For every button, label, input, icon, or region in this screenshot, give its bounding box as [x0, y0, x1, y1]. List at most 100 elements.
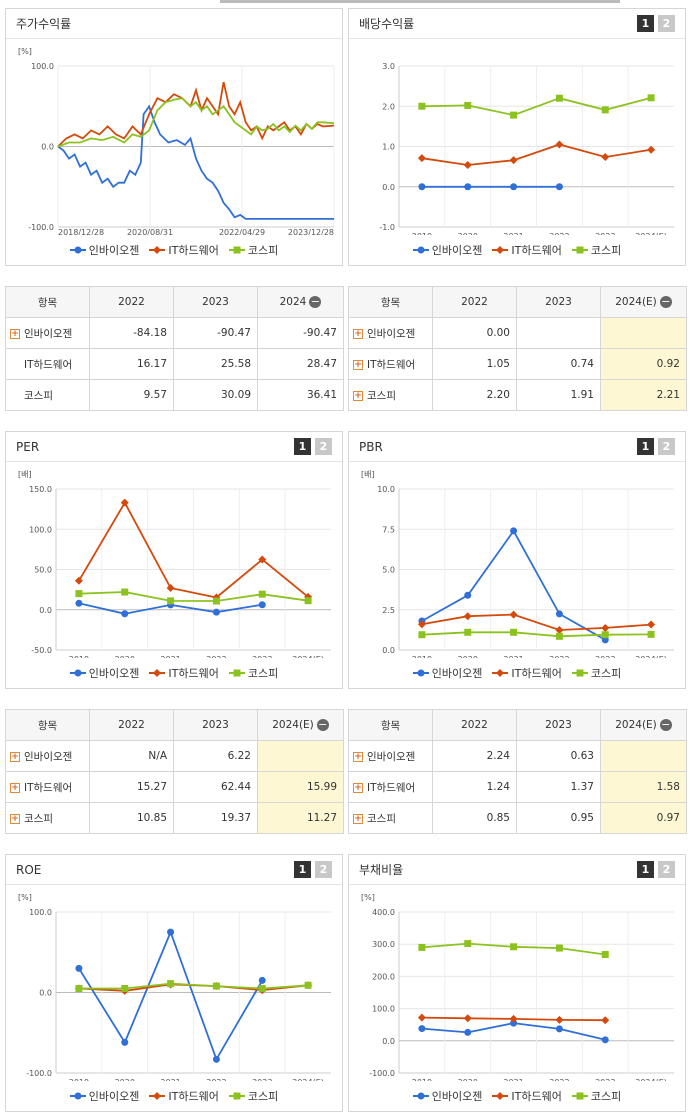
- expand-icon[interactable]: +: [10, 751, 20, 762]
- y-tick-label: -1.0: [379, 223, 395, 232]
- data-point: [647, 145, 656, 154]
- view-1-button[interactable]: 1: [637, 861, 654, 878]
- y-tick-label: 10.0: [377, 485, 395, 494]
- table-header-cell: 2024(E) −: [600, 709, 687, 741]
- legend-item[interactable]: 인바이오젠: [69, 242, 139, 258]
- data-point: [510, 527, 518, 535]
- legend-item[interactable]: 인바이오젠: [412, 242, 482, 258]
- view-1-button[interactable]: 1: [637, 15, 654, 32]
- legend-item[interactable]: IT하드웨어: [492, 665, 562, 681]
- data-point: [304, 981, 312, 989]
- data-point: [464, 101, 472, 109]
- legend-label: IT하드웨어: [168, 1090, 219, 1103]
- value-cell: [257, 740, 344, 772]
- expand-icon[interactable]: +: [353, 782, 363, 793]
- legend-item[interactable]: 코스피: [228, 242, 278, 258]
- legend-item[interactable]: 인바이오젠: [69, 665, 139, 681]
- data-point: [555, 610, 563, 618]
- view-2-button[interactable]: 2: [658, 15, 675, 32]
- series-line-2: [78, 591, 309, 602]
- legend-item[interactable]: IT하드웨어: [492, 242, 562, 258]
- collapse-icon[interactable]: −: [316, 718, 329, 731]
- unit-label: [%]: [18, 893, 32, 902]
- x-tick-label: 2024(E): [635, 655, 667, 658]
- legend-item[interactable]: 인바이오젠: [412, 665, 482, 681]
- view-2-button[interactable]: 2: [315, 438, 332, 455]
- pbr-table: 항목 2022 2023 2024(E) − + 인바이오젠 2.24 0.63 + IT하드웨어 1…: [348, 709, 687, 834]
- data-point: [555, 632, 563, 640]
- data-point: [258, 976, 266, 984]
- x-tick-label: 2019: [69, 655, 89, 658]
- expand-icon[interactable]: +: [353, 390, 363, 401]
- data-point: [510, 943, 518, 951]
- per-table: 항목 2022 2023 2024(E) − + 인바이오젠 N/A 6.22 + IT하드웨어 15…: [5, 709, 344, 834]
- chart-plot: [%] 100.0 0.0 -100.0 2018/12/28 2020/08/31 202…: [18, 47, 335, 235]
- legend-item[interactable]: IT하드웨어: [149, 665, 219, 681]
- data-point: [647, 630, 655, 638]
- x-tick-label: 2021: [503, 655, 523, 658]
- data-point: [463, 161, 472, 170]
- y-tick-label: 0.0: [382, 646, 395, 655]
- legend-swatch-icon: [571, 669, 588, 677]
- expand-icon[interactable]: +: [353, 328, 363, 339]
- x-tick-label: 2019: [412, 655, 432, 658]
- legend-item[interactable]: 코스피: [228, 1088, 278, 1104]
- view-1-button[interactable]: 1: [294, 438, 311, 455]
- expand-icon[interactable]: +: [353, 751, 363, 762]
- table-row: + 인바이오젠 2.24 0.63: [348, 740, 687, 772]
- row-name-cell: + IT하드웨어: [348, 348, 433, 380]
- view-2-button[interactable]: 2: [658, 861, 675, 878]
- y-tick-label: 300.0: [372, 940, 395, 949]
- y-tick-label: -100.0: [28, 223, 54, 232]
- legend-item[interactable]: IT하드웨어: [149, 242, 219, 258]
- panel-header: 부채비율 1 2: [349, 855, 685, 885]
- expand-icon[interactable]: +: [353, 813, 363, 824]
- legend-swatch-icon: [412, 246, 429, 254]
- value-cell: 2.20: [432, 379, 517, 411]
- view-2-button[interactable]: 2: [315, 861, 332, 878]
- expand-icon[interactable]: +: [10, 782, 20, 793]
- table-header-cell: 2023: [516, 286, 601, 318]
- y-tick-label: 100.0: [29, 525, 52, 534]
- table-row: + IT하드웨어 1.05 0.74 0.92: [348, 348, 687, 380]
- legend-item[interactable]: IT하드웨어: [492, 1088, 562, 1104]
- data-point: [418, 102, 426, 110]
- x-tick-label: 2023: [595, 655, 615, 658]
- x-tick-label: 2020: [458, 1078, 478, 1081]
- legend-item[interactable]: 인바이오젠: [69, 1088, 139, 1104]
- legend-item[interactable]: 코스피: [571, 242, 621, 258]
- series-line-2: [57, 97, 335, 148]
- row-name-cell: + 인바이오젠: [348, 317, 433, 349]
- x-tick-label: 2022/04/29: [219, 228, 265, 235]
- data-point: [212, 597, 220, 605]
- legend-item[interactable]: IT하드웨어: [149, 1088, 219, 1104]
- legend-item[interactable]: 인바이오젠: [412, 1088, 482, 1104]
- x-tick-label: 2024(E): [292, 655, 324, 658]
- collapse-icon[interactable]: −: [659, 295, 672, 308]
- chart-plot: [%] 100.0 0.0 -100.0 2019 2020 2021 2022 2023 202…: [18, 893, 331, 1081]
- data-point: [601, 951, 609, 959]
- collapse-icon[interactable]: −: [309, 295, 322, 308]
- expand-icon[interactable]: +: [10, 813, 20, 824]
- x-tick-label: 2023/12/28: [288, 228, 334, 235]
- view-1-button[interactable]: 1: [637, 438, 654, 455]
- legend-item[interactable]: 코스피: [571, 665, 621, 681]
- expand-icon[interactable]: +: [10, 328, 20, 339]
- panel-header: ROE 1 2: [6, 855, 342, 885]
- legend-swatch-icon: [492, 669, 509, 677]
- series-line-0: [78, 929, 264, 1062]
- data-point: [509, 610, 518, 619]
- view-2-button[interactable]: 2: [658, 438, 675, 455]
- expand-icon[interactable]: +: [353, 359, 363, 370]
- chart-legend: 인바이오젠 IT하드웨어 코스피: [6, 1088, 342, 1104]
- legend-item[interactable]: 코스피: [228, 665, 278, 681]
- legend-item[interactable]: 코스피: [571, 1088, 621, 1104]
- data-point: [418, 943, 426, 951]
- table-header-cell: 항목: [5, 709, 90, 741]
- series-line-0: [57, 104, 334, 220]
- data-point: [75, 964, 83, 972]
- y-tick-label: 5.0: [382, 566, 395, 575]
- view-1-button[interactable]: 1: [294, 861, 311, 878]
- data-point: [258, 590, 266, 598]
- collapse-icon[interactable]: −: [659, 718, 672, 731]
